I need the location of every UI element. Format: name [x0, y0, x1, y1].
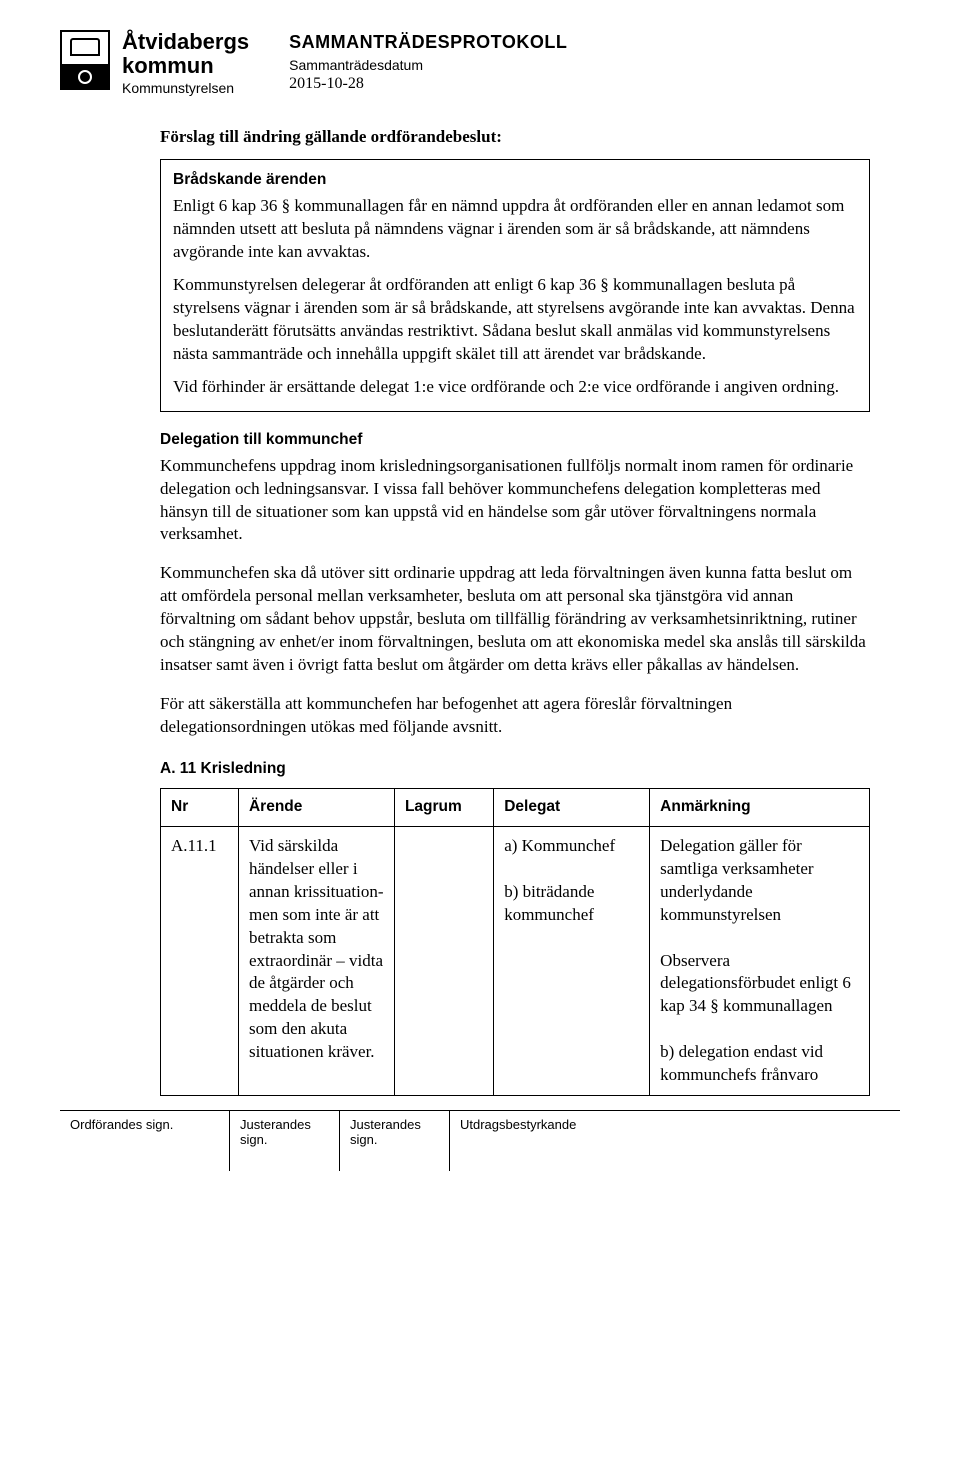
delegation-paragraph: Kommunchefens uppdrag inom krisledningso… [160, 455, 870, 547]
doc-subtype: Sammanträdesdatum [289, 57, 900, 73]
urgent-matters-box: Brådskande ärenden Enligt 6 kap 36 § kom… [160, 159, 870, 411]
delegation-table: Nr Ärende Lagrum Delegat Anmärkning A.11… [160, 788, 870, 1096]
doc-meta: SAMMANTRÄDESPROTOKOLL Sammanträdesdatum … [289, 30, 900, 93]
footer-justerande-sign-1: Justerandes sign. [230, 1111, 340, 1171]
municipality-logo [60, 30, 110, 90]
doc-date: 2015-10-28 [289, 75, 900, 93]
box-paragraph: Vid förhinder är ersättande delegat 1:e … [173, 376, 857, 399]
org-name-line1: Åtvidabergs [122, 30, 249, 54]
signature-footer: Ordförandes sign. Justerandes sign. Just… [60, 1110, 900, 1171]
box-paragraph: Enligt 6 kap 36 § kommunallagen får en n… [173, 195, 857, 264]
col-header-arende: Ärende [238, 788, 394, 826]
org-subunit: Kommunstyrelsen [122, 80, 249, 96]
table-heading: A. 11 Krisledning [160, 759, 870, 780]
org-name-line2: kommun [122, 54, 249, 78]
delegation-paragraph: Kommunchefen ska då utöver sitt ordinari… [160, 562, 870, 677]
table-header-row: Nr Ärende Lagrum Delegat Anmärkning [161, 788, 870, 826]
footer-ordforande-sign: Ordförandes sign. [60, 1111, 230, 1171]
cell-anmarkning: Delegation gäller för samtliga verksamhe… [650, 826, 870, 1095]
cell-arende: Vid särskilda händelser eller i annan kr… [238, 826, 394, 1095]
col-header-anmarkning: Anmärkning [650, 788, 870, 826]
cell-nr: A.11.1 [161, 826, 239, 1095]
delegation-paragraph: För att säkerställa att kommunchefen har… [160, 693, 870, 739]
cell-delegat: a) Kommunchef b) biträdande kommunchef [494, 826, 650, 1095]
footer-utdragsbestyrkande: Utdragsbestyrkande [450, 1111, 900, 1171]
delegation-heading: Delegation till kommunchef [160, 430, 870, 451]
page-header: Åtvidabergs kommun Kommunstyrelsen SAMMA… [60, 30, 900, 96]
section-title: Förslag till ändring gällande ordförande… [160, 126, 870, 149]
col-header-delegat: Delegat [494, 788, 650, 826]
org-block: Åtvidabergs kommun Kommunstyrelsen [122, 30, 249, 96]
page: Åtvidabergs kommun Kommunstyrelsen SAMMA… [0, 0, 960, 1191]
content: Förslag till ändring gällande ordförande… [160, 126, 870, 1096]
box-paragraph: Kommunstyrelsen delegerar åt ordföranden… [173, 274, 857, 366]
col-header-nr: Nr [161, 788, 239, 826]
col-header-lagrum: Lagrum [394, 788, 493, 826]
cell-lagrum [394, 826, 493, 1095]
footer-justerande-sign-2: Justerandes sign. [340, 1111, 450, 1171]
doc-type: SAMMANTRÄDESPROTOKOLL [289, 32, 900, 53]
box-heading: Brådskande ärenden [173, 170, 857, 191]
table-row: A.11.1 Vid särskilda händelser eller i a… [161, 826, 870, 1095]
